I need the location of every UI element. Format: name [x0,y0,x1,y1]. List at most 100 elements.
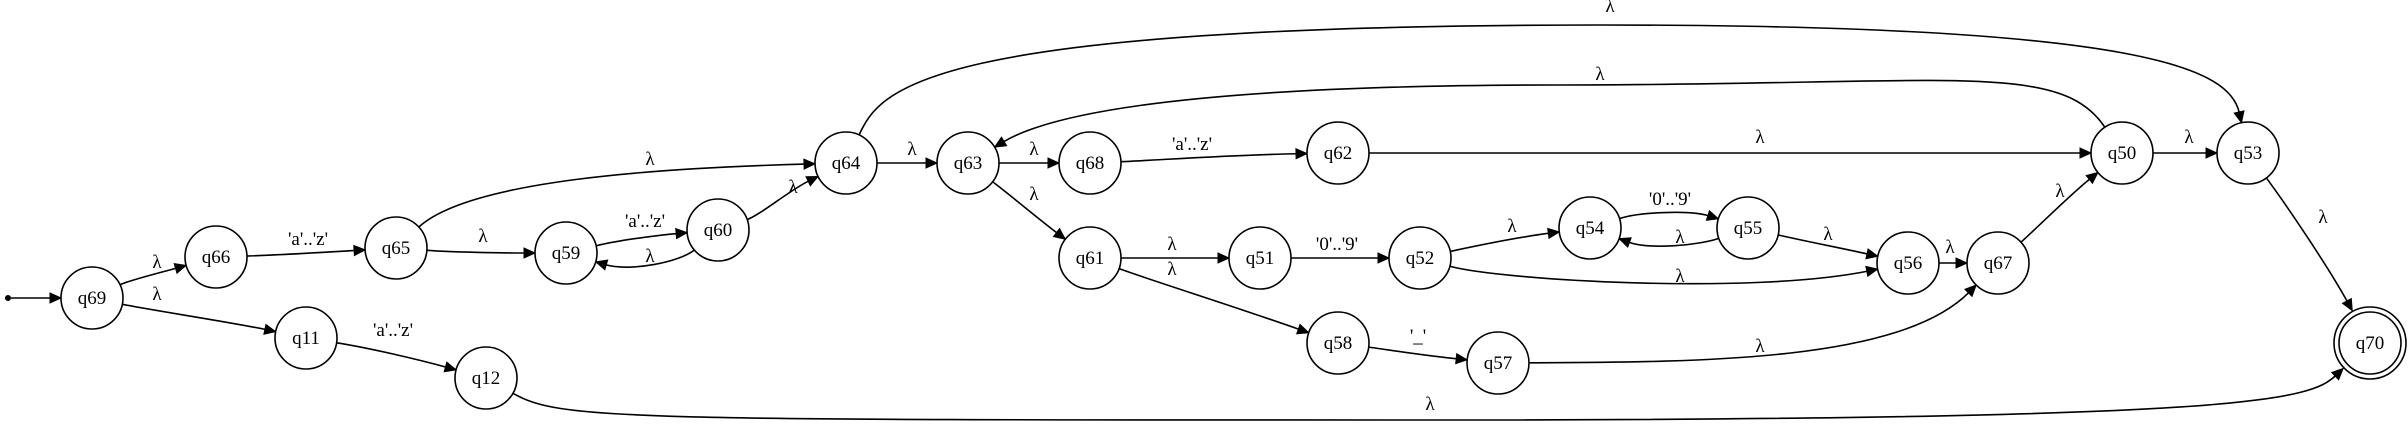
start-arrow [5,292,63,304]
edge-line [119,267,177,286]
edge-q69-q11 [122,303,277,335]
state-q64: q64 [814,131,878,195]
edge-label-q69-q66: λ [152,252,162,273]
arrowhead [1047,157,1061,169]
edge-q55-q54 [1617,237,1720,249]
edge-q56-q67 [1939,257,1969,269]
arrowhead [1295,323,1310,335]
edge-label-q59-q60: 'a'..'z' [625,211,665,232]
arrowhead [1052,227,1067,240]
state-q62: q62 [1306,121,1370,185]
state-q61: q61 [1058,226,1122,290]
arrowhead [2233,110,2245,124]
state-circle [1966,231,2030,295]
edge-label-q60-q64: λ [788,177,798,198]
arrowhead [49,292,63,304]
state-circle [1558,196,1622,260]
state-q55: q55 [1716,196,1780,260]
edge-line [2020,178,2091,243]
state-circle [2090,121,2154,185]
edge-q61-q58 [1118,267,1310,335]
state-label: q69 [78,288,107,309]
edge-label-q51-q52: '0'..'9' [1316,234,1358,255]
edge-q57-q67 [1528,284,1978,364]
edge-label-q62-q50: λ [1755,127,1765,148]
edge-line [246,249,356,257]
arrowhead [523,247,537,259]
state-circle [936,131,1000,195]
edge-label-q53-q70: λ [2318,207,2328,228]
edge-q64-q63 [877,157,939,169]
edge-label-q54-q55: '0'..'9' [1649,189,1691,210]
state-label: q57 [1484,353,1513,374]
state-q56: q56 [1876,231,1940,295]
state-label: q59 [552,243,581,264]
state-circle [1058,131,1122,195]
arrowhead [2341,297,2353,312]
arrowhead [2330,367,2345,381]
edge-line [1450,232,1550,253]
arrowhead [1865,265,1879,278]
edge-line [595,232,678,247]
edge-q62-q50 [1369,147,2093,159]
state-label: q54 [1576,218,1605,239]
edge-q67-q50 [2020,171,2099,243]
edge-label-q52-q56: λ [1675,266,1685,287]
edge-line [1628,237,1720,247]
state-q52: q52 [1388,226,1452,290]
edge-q52-q56 [1449,265,1879,285]
state-q51: q51 [1228,226,1292,290]
edge-line [858,24,2241,136]
arrowhead [2079,147,2093,159]
edge-q60-q64 [746,175,820,221]
state-q50: q50 [2090,121,2154,185]
edge-q66-q65 [246,244,367,257]
state-circle [1306,121,1370,185]
arrowhead [1295,148,1309,160]
edge-line [418,163,806,228]
state-label: q62 [1324,143,1353,164]
state-circle [1228,226,1292,290]
edge-q54-q55 [1619,209,1720,221]
edge-label-q50-q63: λ [1595,64,1605,85]
edge-q63-q68 [999,157,1061,169]
edge-q50-q63 [993,79,2106,148]
state-circle [274,306,338,370]
edge-q63-q61 [992,181,1067,240]
state-circle [1388,226,1452,290]
arrowhead [993,136,1008,148]
edge-q61-q51 [1120,252,1231,264]
edge-line [1120,152,1298,163]
start-dot [5,295,11,301]
state-q67: q67 [1966,231,2030,295]
state-circle [454,346,518,410]
arrowhead [803,158,817,170]
edge-label-q64-q53: λ [1605,0,1615,17]
state-q65: q65 [364,216,428,280]
edge-label-q68-q62: 'a'..'z' [1172,134,1212,155]
edge-line [1619,211,1710,220]
arrowhead [594,259,609,271]
edge-line [512,374,2337,421]
edge-q58-q57 [1368,346,1469,365]
edge-label-q64-q63: λ [907,139,917,160]
arrowhead [443,361,458,373]
edge-line [1528,291,1970,364]
state-circle [364,216,428,280]
edge-label-q61-q58: λ [1167,259,1177,280]
state-label: q51 [1246,248,1275,269]
edge-label-q12-q70: λ [1425,394,1435,415]
state-circle [814,131,878,195]
state-q66: q66 [184,225,248,289]
edge-line [746,180,810,221]
edge-label-q60-q59: λ [645,246,655,267]
edge-q60-q59 [594,249,695,271]
state-label: q60 [704,220,733,241]
state-label: q68 [1076,153,1105,174]
arrowhead [1705,209,1720,221]
arrowhead [675,227,689,240]
edge-line [336,341,447,368]
state-label: q53 [2234,143,2263,164]
edge-line [992,181,1058,234]
